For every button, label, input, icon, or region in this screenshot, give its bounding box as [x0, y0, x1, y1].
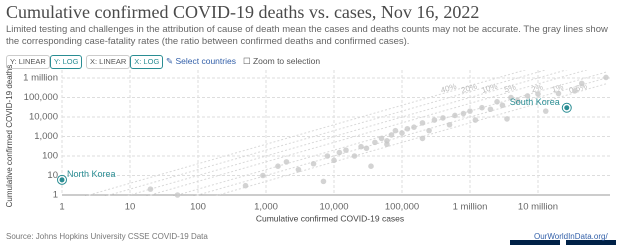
point-label: North Korea	[67, 169, 116, 179]
country-point	[603, 74, 609, 81]
cfr-label: 2%	[530, 82, 544, 94]
y-tick-label: 1	[53, 190, 58, 201]
country-point	[467, 108, 473, 114]
y-tick-label: 100	[42, 151, 58, 162]
country-point	[479, 104, 485, 111]
country-point	[555, 90, 562, 97]
x-tick-label: 1	[59, 202, 64, 213]
x-axis-title: Cumulative confirmed COVID-19 cases	[256, 213, 404, 223]
country-point	[363, 145, 370, 152]
y-linear-button[interactable]: Y: LINEAR	[6, 55, 50, 69]
zoom-label: Zoom to selection	[252, 56, 321, 66]
chart-subtitle: Limited testing and challenges in the at…	[6, 24, 608, 47]
country-point	[147, 186, 154, 192]
country-point	[542, 108, 549, 114]
button[interactable]	[510, 240, 560, 245]
country-point	[331, 157, 337, 164]
country-point	[358, 143, 364, 150]
country-point	[514, 97, 521, 104]
country-point	[378, 135, 385, 142]
country-point	[399, 130, 405, 136]
country-point	[572, 88, 578, 94]
country-point	[404, 125, 411, 132]
country-point	[535, 91, 541, 97]
x-tick-label: 100	[190, 202, 206, 213]
country-point	[494, 99, 500, 105]
y-tick-label: 10,000	[29, 112, 58, 123]
country-point	[446, 121, 453, 128]
y-tick-label: 1 million	[23, 73, 58, 84]
zoom-toggle[interactable]: ☐ Zoom to selection	[243, 55, 320, 67]
country-point	[440, 115, 446, 121]
cfr-label: 0.5%	[568, 82, 588, 96]
x-tick-label: 10 million	[518, 202, 558, 213]
cfr-label: 1%	[551, 82, 565, 94]
country-point	[174, 192, 181, 198]
country-point	[472, 117, 479, 123]
y-tick-label: 10	[47, 170, 58, 181]
country-point	[368, 163, 374, 169]
country-point	[324, 153, 331, 159]
select-countries[interactable]: ✎ Select countries	[166, 55, 236, 67]
source: Source: Johns Hopkins University CSSE CO…	[6, 232, 208, 241]
y-log-button[interactable]: Y: LOG	[49, 55, 83, 69]
country-point	[411, 124, 417, 130]
country-point	[578, 80, 585, 87]
x-tick-label: 1,000	[254, 202, 278, 213]
highlight-point	[59, 177, 65, 183]
cfr-label: 20%	[460, 82, 478, 95]
country-point	[310, 160, 317, 167]
point-label: South Korea	[510, 97, 560, 107]
country-point	[336, 149, 343, 156]
country-point	[242, 182, 249, 189]
y-tick-label: 100,000	[24, 92, 58, 103]
button[interactable]	[566, 240, 616, 245]
x-tick-label: 100,000	[385, 202, 419, 213]
cfr-label: 10%	[481, 82, 499, 95]
highlight-point	[564, 105, 570, 111]
country-point	[499, 102, 506, 109]
x-linear-button[interactable]: X: LINEAR	[86, 55, 131, 69]
country-point	[460, 110, 467, 117]
pencil-icon: ✎	[166, 56, 176, 66]
site-link[interactable]: OurWorldInData.org/	[534, 232, 608, 241]
country-point	[426, 127, 432, 134]
y-scale-toggle: Y: LINEAR Y: LOG	[6, 55, 83, 69]
highlight-ring	[57, 174, 67, 185]
country-point	[295, 166, 302, 173]
country-point	[508, 94, 514, 101]
select-label: Select countries	[175, 56, 236, 66]
x-log-button[interactable]: X: LOG	[130, 55, 164, 69]
y-axis-title: Cumulative confirmed COVID-19 deaths	[5, 65, 14, 208]
cfr-label: 40%	[440, 82, 458, 95]
chart-title: Cumulative confirmed COVID-19 deaths vs.…	[6, 2, 480, 22]
x-tick-label: 10	[125, 202, 136, 213]
x-scale-toggle: X: LINEAR X: LOG	[86, 55, 164, 69]
x-tick-label: 1 million	[453, 202, 488, 213]
country-point	[452, 112, 458, 119]
country-point	[283, 159, 290, 165]
country-point	[384, 138, 390, 144]
country-point	[343, 147, 349, 153]
country-point	[431, 117, 438, 123]
x-tick-label: 10,000	[319, 202, 348, 213]
country-point	[388, 132, 395, 138]
y-tick-label: 1,000	[34, 131, 58, 142]
country-point	[392, 127, 399, 134]
country-point	[524, 93, 531, 99]
country-point	[260, 172, 266, 179]
country-point	[320, 178, 327, 185]
country-point	[504, 116, 510, 122]
country-point	[351, 153, 358, 159]
highlight-ring	[561, 102, 572, 113]
country-point	[419, 135, 426, 142]
country-point	[419, 120, 426, 126]
checkbox[interactable]: ☐	[243, 56, 253, 66]
country-point	[372, 139, 378, 146]
country-point	[487, 106, 494, 113]
country-point	[275, 163, 281, 169]
cfr-label: 5%	[503, 82, 517, 94]
